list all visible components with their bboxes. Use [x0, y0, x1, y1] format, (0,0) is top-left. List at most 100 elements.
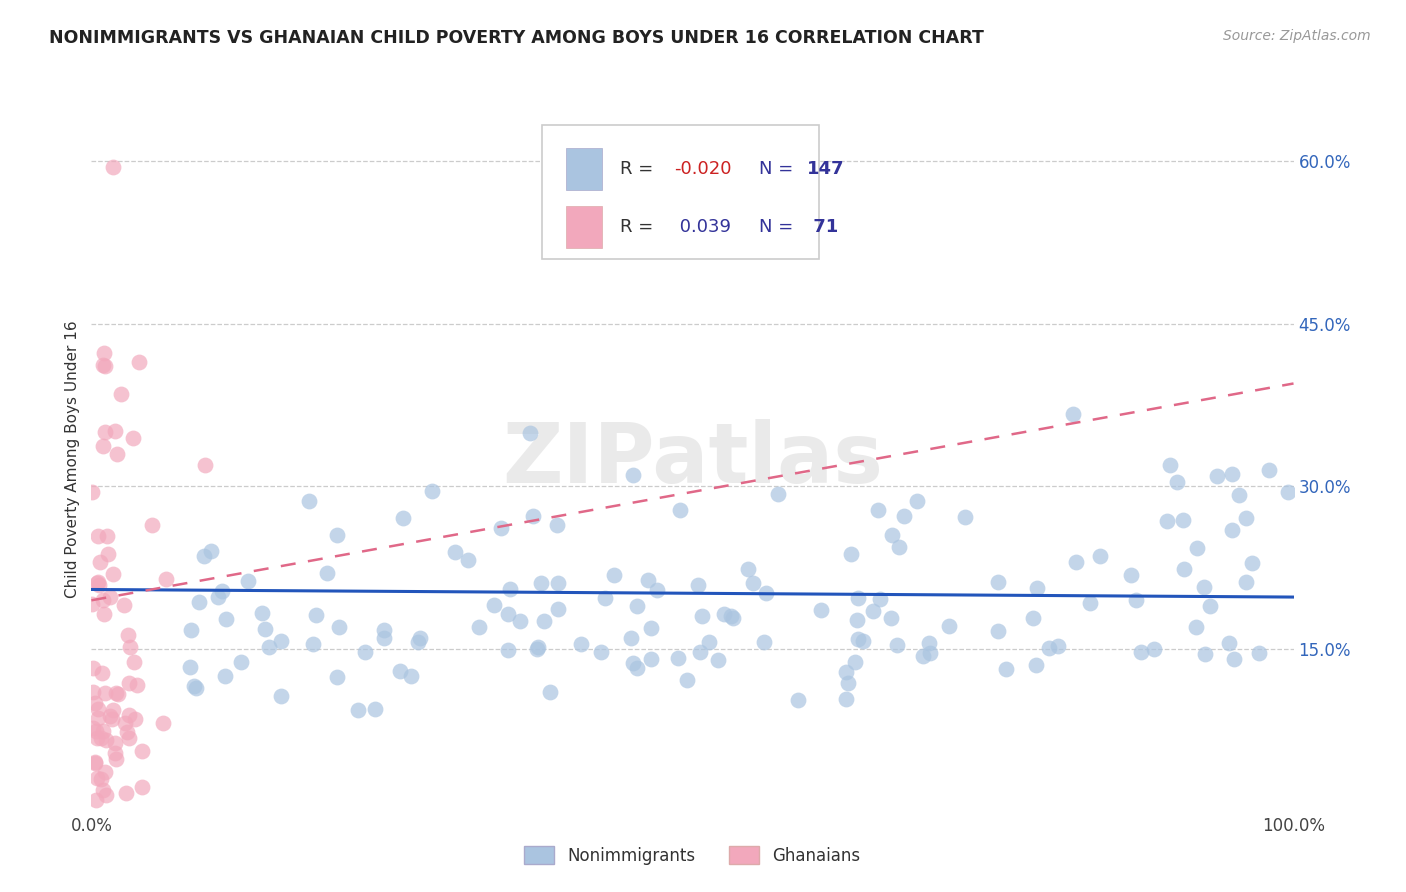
Point	[593, 591, 616, 605]
Point	[118, 640, 141, 655]
Point	[920, 646, 942, 660]
Point	[917, 636, 939, 650]
Point	[509, 614, 531, 628]
Point	[86, 731, 108, 745]
Point	[84, 755, 107, 769]
Point	[86, 574, 108, 589]
Point	[270, 690, 292, 704]
Point	[131, 744, 153, 758]
Point	[621, 657, 644, 671]
Point	[645, 583, 668, 598]
Point	[547, 575, 569, 590]
Point	[1046, 639, 1069, 653]
Point	[626, 599, 648, 613]
Point	[1223, 651, 1246, 665]
Point	[183, 679, 205, 693]
Point	[1088, 549, 1111, 563]
Point	[1119, 568, 1142, 582]
Point	[84, 696, 107, 710]
Point	[115, 725, 138, 739]
Point	[1220, 523, 1243, 537]
Point	[852, 634, 875, 648]
Point	[637, 574, 659, 588]
Point	[1184, 620, 1206, 634]
Point	[215, 612, 238, 626]
Point	[253, 622, 276, 636]
Point	[316, 566, 339, 580]
Point	[83, 756, 105, 771]
Point	[114, 786, 136, 800]
Point	[131, 780, 153, 794]
Point	[692, 609, 714, 624]
Point	[112, 599, 135, 613]
Point	[257, 640, 280, 654]
Point	[1025, 657, 1047, 672]
Point	[200, 544, 222, 558]
Point	[602, 568, 624, 582]
Text: 0.039: 0.039	[675, 219, 731, 236]
Point	[1022, 611, 1045, 625]
Point	[373, 623, 395, 637]
Point	[766, 486, 789, 500]
Point	[107, 687, 129, 701]
Point	[186, 681, 208, 695]
Point	[110, 387, 132, 401]
Point	[844, 655, 866, 669]
Point	[491, 521, 513, 535]
Point	[835, 665, 858, 680]
Point	[742, 575, 765, 590]
Point	[114, 716, 136, 731]
Point	[787, 693, 810, 707]
Point	[547, 602, 569, 616]
Point	[90, 731, 112, 745]
Point	[364, 701, 387, 715]
Point	[845, 613, 868, 627]
Point	[98, 590, 121, 604]
Point	[91, 439, 114, 453]
Point	[457, 553, 479, 567]
Point	[862, 604, 884, 618]
Point	[1192, 580, 1215, 594]
Point	[880, 611, 903, 625]
Text: N =: N =	[759, 160, 799, 178]
Point	[90, 772, 112, 787]
Point	[755, 585, 778, 599]
Point	[302, 637, 325, 651]
Point	[533, 614, 555, 628]
Point	[887, 540, 910, 554]
Point	[86, 575, 108, 590]
Point	[621, 467, 644, 482]
Y-axis label: Child Poverty Among Boys Under 16: Child Poverty Among Boys Under 16	[65, 320, 80, 599]
Point	[846, 591, 869, 606]
Point	[86, 793, 108, 807]
Point	[82, 661, 104, 675]
Point	[1185, 541, 1208, 555]
Point	[399, 669, 422, 683]
Point	[1159, 458, 1181, 472]
Point	[720, 609, 742, 624]
Point	[905, 493, 928, 508]
Point	[669, 503, 692, 517]
Point	[207, 590, 229, 604]
Point	[87, 702, 110, 716]
Point	[124, 713, 146, 727]
Point	[326, 528, 349, 542]
Text: 71: 71	[807, 219, 838, 236]
Point	[211, 583, 233, 598]
Text: R =: R =	[620, 160, 659, 178]
Point	[87, 578, 110, 592]
Point	[1026, 581, 1049, 595]
Point	[93, 346, 115, 360]
Point	[1258, 463, 1281, 477]
Point	[1078, 597, 1101, 611]
Point	[482, 598, 505, 612]
Point	[626, 661, 648, 675]
Point	[229, 655, 252, 669]
Point	[737, 562, 759, 576]
Point	[1064, 555, 1087, 569]
Point	[117, 675, 139, 690]
Point	[912, 649, 935, 664]
Point	[1171, 513, 1194, 527]
Point	[987, 574, 1010, 589]
Legend: Nonimmigrants, Ghanaians: Nonimmigrants, Ghanaians	[517, 839, 868, 871]
